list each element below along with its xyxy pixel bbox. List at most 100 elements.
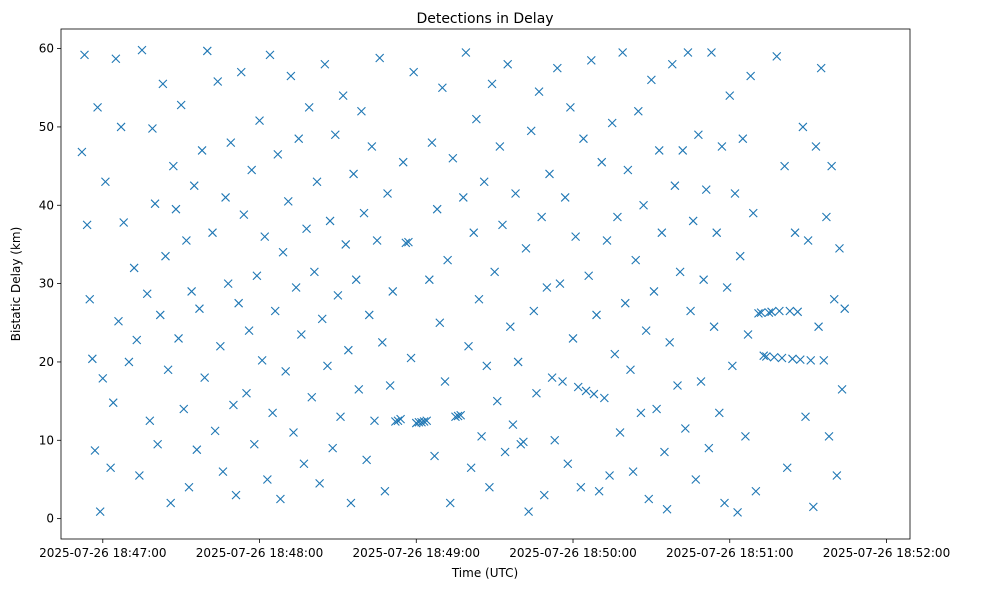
data-point: [315, 478, 325, 488]
x-tick-label: 2025-07-26 18:47:00: [39, 546, 166, 560]
data-point: [354, 384, 364, 394]
y-tick-label: 50: [39, 120, 54, 134]
x-tick-label: 2025-07-26 18:50:00: [509, 546, 636, 560]
data-point: [257, 355, 267, 365]
data-point: [197, 146, 207, 155]
data-point: [461, 48, 471, 57]
data-point: [618, 48, 628, 57]
data-point: [317, 314, 327, 324]
chart-title: Detections in Delay: [416, 11, 553, 27]
data-point: [479, 177, 489, 187]
data-point: [741, 431, 750, 441]
y-tick-label: 0: [46, 512, 54, 526]
data-point: [526, 126, 536, 136]
data-point: [260, 232, 270, 241]
data-point: [161, 251, 170, 261]
data-point: [704, 443, 714, 453]
data-point: [665, 337, 675, 347]
data-point: [571, 232, 581, 241]
data-point: [545, 169, 554, 179]
data-point: [790, 228, 800, 238]
data-point: [268, 408, 277, 418]
data-point: [336, 412, 345, 422]
data-point: [419, 417, 429, 426]
data-point: [341, 240, 351, 249]
data-point: [242, 388, 251, 398]
data-point: [615, 428, 625, 437]
data-point: [323, 361, 332, 371]
data-point: [777, 353, 787, 363]
data-point: [641, 326, 651, 336]
data-point: [443, 255, 453, 265]
data-point: [77, 147, 87, 157]
data-point: [95, 507, 105, 516]
data-point: [453, 411, 463, 421]
data-point: [785, 306, 795, 316]
data-point: [108, 398, 118, 408]
data-point: [435, 318, 445, 328]
data-point: [278, 247, 288, 257]
data-point: [255, 116, 264, 126]
data-point: [835, 243, 844, 253]
data-point: [505, 322, 515, 332]
data-point: [537, 212, 547, 222]
data-points: [77, 45, 850, 517]
data-point: [456, 410, 466, 420]
data-point: [722, 283, 732, 292]
data-point: [626, 365, 635, 375]
data-point: [398, 157, 408, 167]
data-point: [221, 193, 230, 202]
data-point: [111, 54, 121, 64]
data-point: [134, 471, 144, 480]
data-point: [801, 412, 810, 422]
data-point: [145, 416, 155, 426]
data-point: [563, 459, 573, 469]
data-point: [673, 381, 682, 390]
data-point: [620, 298, 630, 308]
data-point: [82, 220, 92, 230]
x-tick-label: 2025-07-26 18:48:00: [196, 546, 323, 560]
data-point: [176, 100, 186, 110]
data-point: [137, 45, 147, 55]
data-point: [498, 220, 507, 230]
data-point: [816, 63, 826, 73]
data-point: [213, 77, 223, 86]
data-point: [281, 366, 291, 376]
data-point: [289, 428, 298, 437]
data-point: [474, 294, 484, 304]
data-point: [163, 365, 173, 375]
data-point: [581, 386, 591, 396]
data-point: [597, 157, 607, 167]
data-point: [359, 208, 369, 218]
data-point: [743, 330, 753, 339]
data-point: [286, 71, 296, 81]
data-point: [244, 326, 254, 336]
data-point: [808, 502, 818, 512]
data-point: [401, 238, 411, 248]
data-point: [338, 91, 348, 100]
data-point: [573, 382, 583, 392]
data-point: [819, 355, 829, 365]
data-point: [343, 345, 353, 355]
data-point: [388, 287, 398, 296]
data-point: [440, 377, 450, 386]
data-point: [756, 308, 766, 317]
data-point: [192, 445, 202, 455]
data-point: [85, 294, 95, 304]
data-point: [182, 236, 191, 245]
data-point: [628, 467, 638, 477]
data-point: [265, 50, 275, 60]
data-point: [827, 161, 837, 171]
data-point: [822, 212, 831, 222]
data-point: [720, 498, 729, 508]
data-point: [98, 374, 108, 383]
data-point: [803, 236, 813, 245]
y-tick-label: 20: [39, 355, 54, 369]
data-point: [451, 412, 460, 422]
data-point: [696, 377, 706, 386]
data-point: [432, 204, 442, 214]
data-point: [179, 404, 189, 414]
data-point: [448, 153, 458, 163]
data-point: [477, 431, 486, 441]
data-point: [495, 142, 505, 151]
